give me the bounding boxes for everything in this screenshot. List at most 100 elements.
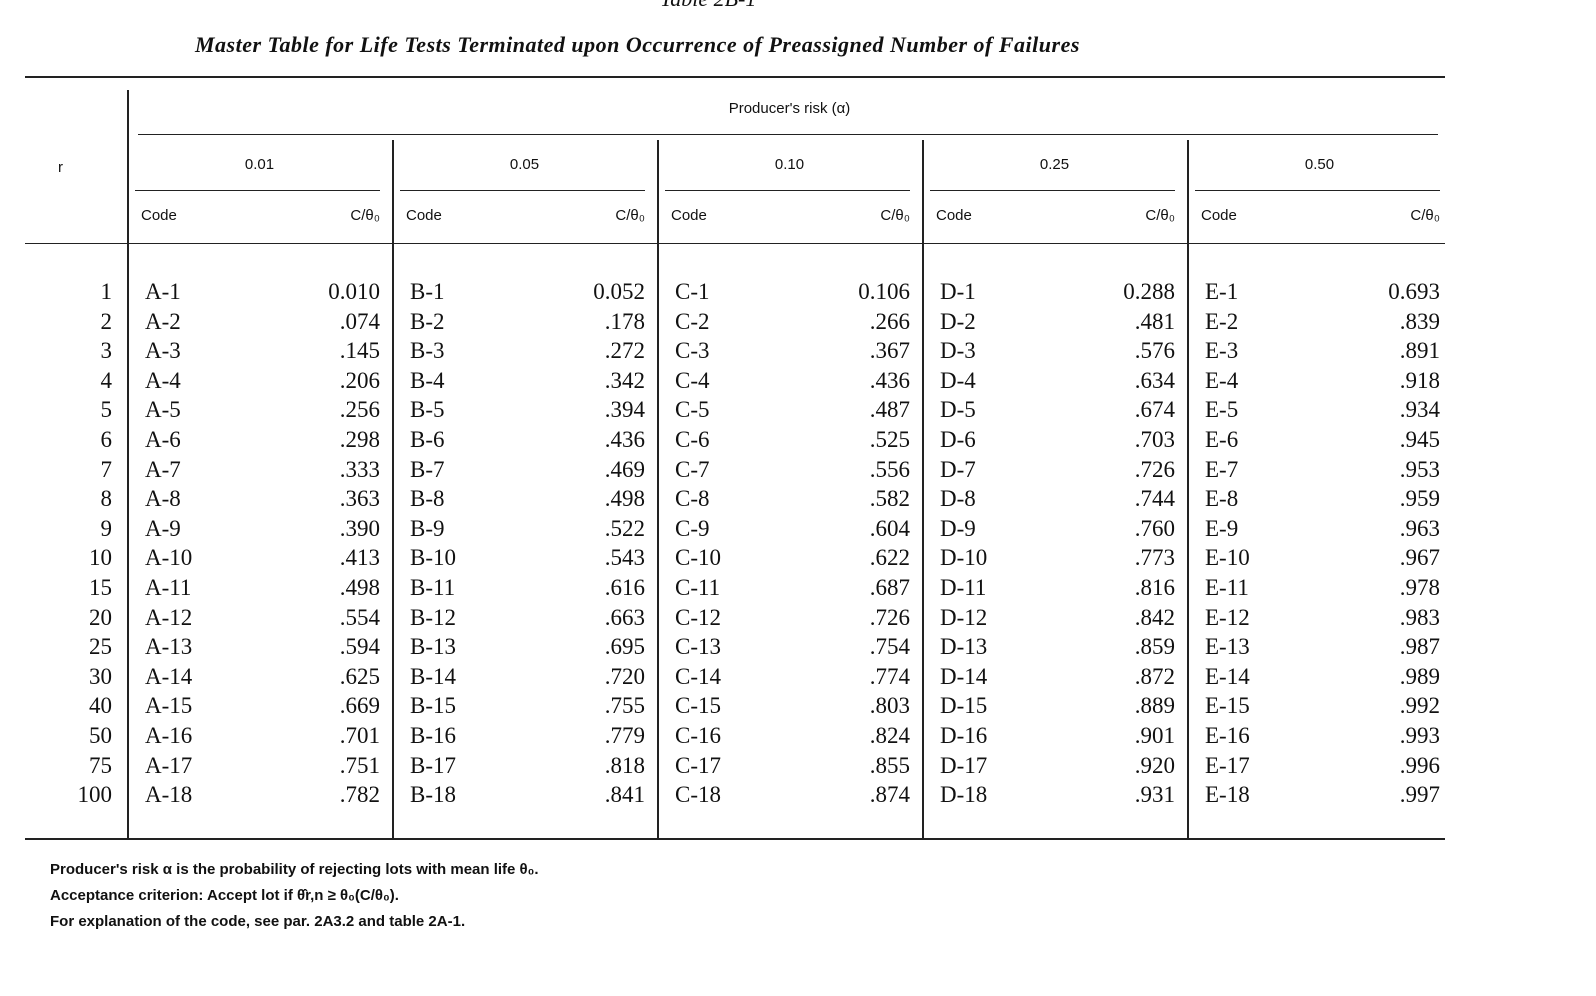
rule bbox=[657, 140, 659, 838]
ratio: 0.288 bbox=[1123, 279, 1175, 304]
row-label: 15 bbox=[89, 575, 112, 600]
code: E-8 bbox=[1205, 486, 1239, 512]
ratio: .363 bbox=[339, 486, 380, 512]
group-label: 0.50 bbox=[1304, 156, 1335, 173]
code: B-13 bbox=[410, 634, 456, 660]
row-label: 30 bbox=[89, 663, 112, 689]
ratio: .818 bbox=[604, 752, 645, 778]
code: D-2 bbox=[940, 308, 976, 334]
code: A-6 bbox=[145, 427, 181, 452]
ratio: .145 bbox=[339, 338, 380, 364]
ratio: .931 bbox=[1134, 782, 1175, 808]
code: E-17 bbox=[1205, 752, 1250, 778]
ratio: .920 bbox=[1134, 752, 1175, 778]
code: E-12 bbox=[1205, 604, 1250, 630]
code: A-14 bbox=[145, 663, 193, 689]
ratio: .390 bbox=[339, 515, 380, 541]
code: D-5 bbox=[940, 397, 976, 423]
code: C-6 bbox=[675, 427, 710, 452]
code: C-15 bbox=[675, 693, 721, 719]
ratio: .178 bbox=[604, 308, 645, 334]
row-label: 6 bbox=[100, 427, 113, 452]
column-label: Code bbox=[1201, 207, 1237, 224]
ratio: .604 bbox=[869, 515, 910, 541]
code: B-10 bbox=[410, 545, 456, 571]
row-label: 9 bbox=[100, 515, 113, 541]
code: E-16 bbox=[1205, 723, 1250, 748]
code: E-7 bbox=[1205, 456, 1239, 482]
code: D-10 bbox=[940, 545, 988, 571]
ratio: .469 bbox=[604, 456, 645, 482]
code: D-13 bbox=[940, 634, 988, 660]
code: E-1 bbox=[1205, 279, 1239, 304]
row-label: 40 bbox=[89, 693, 112, 719]
ratio: .901 bbox=[1134, 723, 1175, 748]
rule bbox=[25, 838, 1445, 840]
code: D-4 bbox=[940, 367, 976, 393]
ratio: .594 bbox=[339, 634, 380, 660]
row-label: 10 bbox=[89, 545, 112, 571]
column-label: Code bbox=[141, 207, 177, 224]
ratio: .298 bbox=[339, 427, 380, 452]
code: A-2 bbox=[145, 308, 181, 334]
group-header: Producer's risk (α) bbox=[728, 100, 851, 117]
ratio: .983 bbox=[1399, 604, 1440, 630]
ratio: .582 bbox=[869, 486, 910, 512]
ratio: .803 bbox=[869, 693, 910, 719]
ratio: .663 bbox=[604, 604, 645, 630]
code: A-8 bbox=[145, 486, 181, 512]
ratio: .816 bbox=[1134, 575, 1175, 600]
ratio: .889 bbox=[1134, 693, 1175, 719]
row-label: 7 bbox=[100, 456, 113, 482]
code: D-18 bbox=[940, 782, 988, 808]
code: D-12 bbox=[940, 604, 988, 630]
ratio: .773 bbox=[1134, 545, 1175, 571]
rule bbox=[1187, 140, 1189, 838]
code: E-3 bbox=[1205, 338, 1239, 364]
code: C-3 bbox=[675, 338, 710, 364]
ratio: .996 bbox=[1399, 752, 1440, 778]
code: C-5 bbox=[675, 397, 710, 423]
ratio: .963 bbox=[1399, 515, 1440, 541]
ratio: 0.052 bbox=[593, 279, 645, 304]
rule bbox=[665, 190, 910, 191]
code: A-9 bbox=[145, 515, 181, 541]
rule bbox=[1195, 190, 1440, 191]
column-label: C/θ₀ bbox=[615, 207, 645, 224]
row-label: 1 bbox=[100, 279, 113, 304]
code: D-11 bbox=[940, 575, 987, 600]
column-label: C/θ₀ bbox=[1145, 207, 1175, 224]
rule bbox=[127, 90, 129, 838]
code: B-4 bbox=[410, 367, 445, 393]
ratio: .855 bbox=[869, 752, 910, 778]
rule bbox=[400, 190, 645, 191]
ratio: .720 bbox=[604, 663, 645, 689]
ratio: .993 bbox=[1399, 723, 1440, 748]
code: A-1 bbox=[145, 279, 181, 304]
code: A-13 bbox=[145, 634, 193, 660]
caption: Table 2B-1 bbox=[660, 0, 756, 10]
ratio: .701 bbox=[339, 723, 380, 748]
code: D-1 bbox=[940, 279, 976, 304]
code: A-17 bbox=[145, 752, 193, 778]
ratio: .498 bbox=[339, 575, 380, 600]
column-label: C/θ₀ bbox=[880, 207, 910, 224]
ratio: .703 bbox=[1134, 427, 1175, 452]
ratio: .436 bbox=[869, 367, 910, 393]
code: B-3 bbox=[410, 338, 445, 364]
code: E-4 bbox=[1205, 367, 1239, 393]
code: C-11 bbox=[675, 575, 721, 600]
row-label: 4 bbox=[100, 367, 113, 393]
ratio: .953 bbox=[1399, 456, 1440, 482]
code: C-2 bbox=[675, 308, 710, 334]
code: B-16 bbox=[410, 723, 456, 748]
code: A-5 bbox=[145, 397, 181, 423]
group-label: 0.05 bbox=[509, 156, 540, 173]
ratio: .556 bbox=[869, 456, 910, 482]
code: D-15 bbox=[940, 693, 988, 719]
code: B-2 bbox=[410, 308, 445, 334]
row-label: 75 bbox=[89, 752, 112, 778]
rule bbox=[138, 134, 1438, 135]
code: E-18 bbox=[1205, 782, 1250, 808]
